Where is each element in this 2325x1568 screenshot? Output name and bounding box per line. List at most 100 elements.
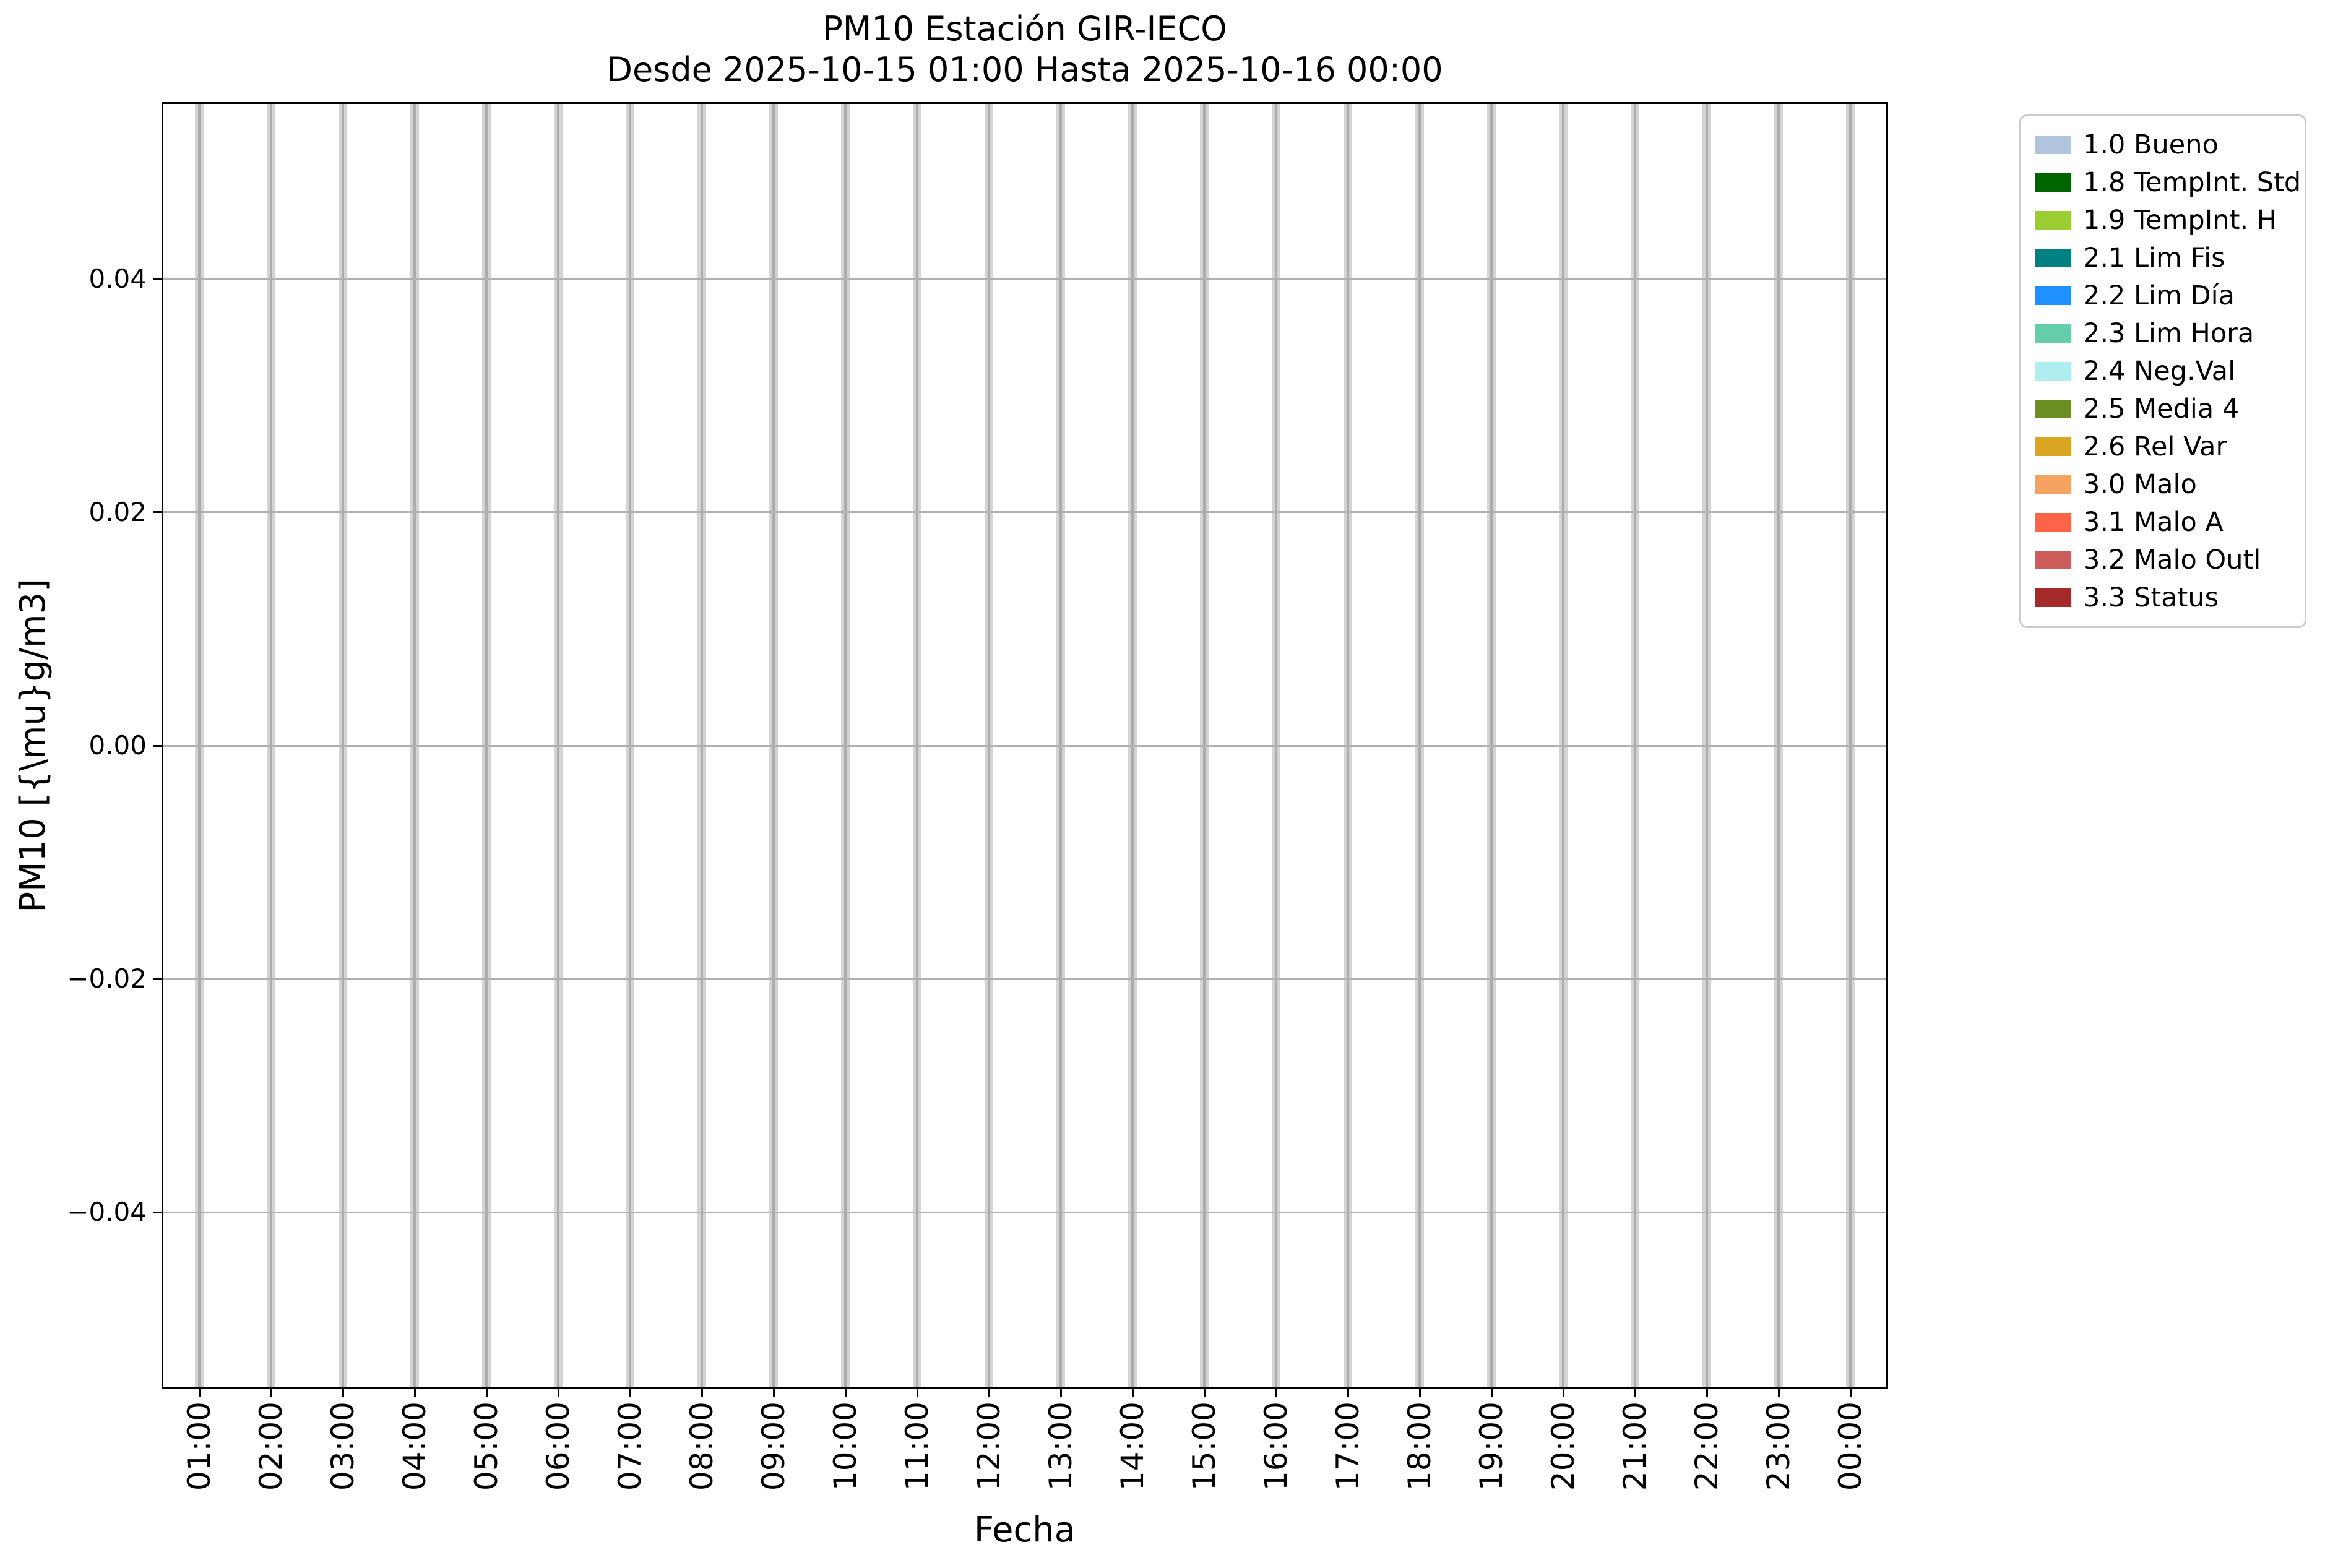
legend-item: 2.6 Rel Var [2035,432,2298,462]
y-tick-label: −0.02 [67,963,147,994]
x-tick-mark [1275,1389,1277,1397]
legend-label: 2.4 Neg.Val [2083,356,2236,387]
x-tick-mark [1059,1389,1062,1397]
legend-label: 3.2 Malo Outl [2083,545,2261,575]
x-tick-mark [1131,1389,1134,1397]
x-tick-mark [988,1389,990,1397]
plot-area [162,102,1888,1389]
legend-label: 2.2 Lim Día [2083,280,2235,311]
x-tick-mark [270,1389,272,1397]
legend-swatch [2035,286,2071,305]
x-tick-label: 11:00 [899,1402,935,1491]
legend: 1.0 Bueno 1.8 TempInt. Std 1.9 TempInt. H 2… [2019,114,2306,628]
x-tick-mark [413,1389,416,1397]
x-tick-label-wrap: 20:00 [1545,1402,1582,1491]
y-tick-label: 0.02 [88,496,147,527]
x-tick-label: 23:00 [1761,1402,1797,1491]
legend-item: 1.8 TempInt. Std [2035,168,2301,197]
x-tick-label: 03:00 [325,1402,361,1491]
legend-label: 3.3 Status [2083,582,2219,613]
x-tick-label-wrap: 16:00 [1257,1402,1295,1491]
legend-item: 2.1 Lim Fis [2035,243,2298,273]
chart-title: PM10 Estación GIR-IECO [822,9,1227,48]
legend-label: 1.9 TempInt. H [2083,205,2277,236]
x-tick-label: 07:00 [612,1402,648,1491]
x-tick-label-wrap: 01:00 [181,1402,218,1491]
x-tick-mark [557,1389,559,1397]
legend-swatch [2035,362,2071,381]
x-tick-mark [1777,1389,1780,1397]
y-tick-mark [153,978,162,980]
x-tick-label-wrap: 06:00 [540,1402,577,1491]
y-tick-mark [153,1211,162,1213]
legend-item: 1.0 Bueno [2035,130,2298,160]
x-tick-mark [1418,1389,1421,1397]
x-tick-mark [1203,1389,1206,1397]
legend-swatch [2035,173,2071,192]
x-tick-label: 18:00 [1402,1402,1438,1491]
x-tick-label: 10:00 [827,1402,863,1491]
x-tick-label-wrap: 05:00 [468,1402,505,1491]
x-tick-mark [1347,1389,1349,1397]
legend-item: 3.3 Status [2035,583,2298,613]
legend-item: 2.4 Neg.Val [2035,356,2298,386]
x-tick-label-wrap: 00:00 [1832,1402,1869,1491]
x-tick-label-wrap: 12:00 [970,1402,1007,1491]
legend-label: 1.0 Bueno [2083,129,2219,160]
y-gridline [163,1211,1886,1213]
x-tick-label: 02:00 [253,1402,289,1491]
y-tick-mark [153,278,162,280]
x-tick-label-wrap: 21:00 [1616,1402,1654,1491]
legend-item: 2.3 Lim Hora [2035,319,2298,348]
x-tick-label-wrap: 10:00 [827,1402,864,1491]
legend-label: 2.1 Lim Fis [2083,243,2225,274]
x-tick-label: 19:00 [1473,1402,1509,1491]
legend-label: 2.5 Media 4 [2083,394,2240,424]
x-tick-label: 14:00 [1115,1402,1150,1491]
x-tick-label-wrap: 07:00 [611,1402,649,1491]
legend-swatch [2035,551,2071,569]
x-tick-label: 09:00 [756,1402,792,1491]
x-tick-label-wrap: 02:00 [252,1402,290,1491]
x-tick-label-wrap: 15:00 [1186,1402,1223,1491]
legend-item: 3.1 Malo A [2035,507,2298,537]
x-tick-label: 16:00 [1258,1402,1294,1491]
x-tick-label-wrap: 23:00 [1760,1402,1797,1491]
legend-swatch [2035,211,2071,230]
x-tick-label: 21:00 [1617,1402,1653,1491]
legend-swatch [2035,437,2071,456]
y-tick-mark [153,744,162,747]
x-tick-mark [916,1389,918,1397]
x-tick-mark [772,1389,775,1397]
x-tick-label-wrap: 09:00 [755,1402,792,1491]
x-tick-label: 04:00 [397,1402,433,1491]
x-tick-mark [1634,1389,1636,1397]
x-tick-label-wrap: 04:00 [396,1402,433,1491]
legend-item: 3.0 Malo [2035,470,2298,499]
x-tick-label: 22:00 [1689,1402,1725,1491]
x-tick-label-wrap: 18:00 [1401,1402,1438,1491]
x-axis-label: Fecha [973,1510,1076,1550]
x-tick-label: 17:00 [1330,1402,1366,1491]
x-tick-mark [1490,1389,1493,1397]
x-tick-label: 06:00 [540,1402,576,1491]
y-gridline [163,511,1886,514]
x-tick-label-wrap: 03:00 [324,1402,361,1491]
legend-label: 3.0 Malo [2083,469,2197,500]
x-tick-mark [342,1389,344,1397]
x-tick-label: 05:00 [468,1402,504,1491]
legend-item: 2.5 Media 4 [2035,394,2298,424]
legend-swatch [2035,136,2071,154]
x-tick-label: 20:00 [1545,1402,1581,1491]
y-tick-label: 0.00 [88,730,147,760]
y-gridline [163,978,1886,980]
legend-swatch [2035,475,2071,494]
legend-label: 3.1 Malo A [2083,507,2224,538]
x-tick-label-wrap: 11:00 [899,1402,936,1491]
x-tick-label-wrap: 17:00 [1329,1402,1366,1491]
legend-item: 1.9 TempInt. H [2035,205,2298,235]
x-tick-label: 12:00 [971,1402,1007,1491]
chart-subtitle: Desde 2025-10-15 01:00 Hasta 2025-10-16 … [606,50,1443,89]
x-tick-label: 13:00 [1043,1402,1079,1491]
